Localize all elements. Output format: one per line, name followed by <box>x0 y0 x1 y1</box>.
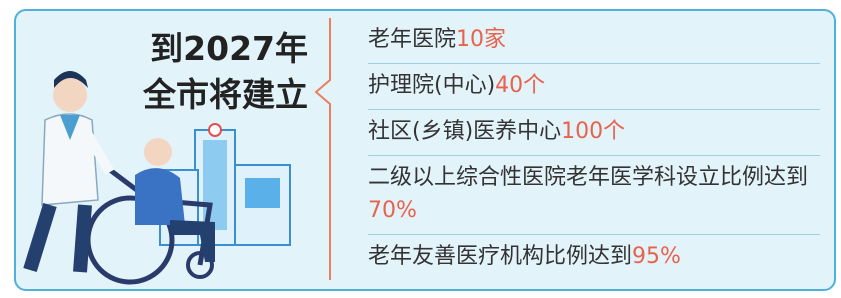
item-text: 老年友善医疗机构比例达到 <box>368 244 632 269</box>
item: 老年友善医疗机构比例达到95% <box>368 235 820 280</box>
item-highlight: 95% <box>632 244 681 269</box>
divider <box>316 18 330 280</box>
page: 到2027年 全市将建立 老年医院10家护理院(中心)40个社区(乡镇)医养中心… <box>0 0 841 298</box>
item-highlight: 70% <box>368 198 417 223</box>
doctor-legs <box>30 205 85 272</box>
item-text: 护理院(中心) <box>368 73 495 98</box>
window <box>245 178 280 208</box>
item-text: 社区(乡镇)医养中心 <box>368 119 561 144</box>
item-highlight: 100个 <box>561 119 625 144</box>
title-line: 全市将建立 <box>118 72 308 118</box>
title-line: 到2027年 <box>118 26 308 72</box>
title: 到2027年 全市将建立 <box>118 26 308 118</box>
item-highlight: 10家 <box>456 27 506 52</box>
item-highlight: 40个 <box>495 73 545 98</box>
patient-body <box>135 168 185 225</box>
cross <box>209 124 221 136</box>
item-list: 老年医院10家护理院(中心)40个社区(乡镇)医养中心100个二级以上综合性医院… <box>368 18 820 280</box>
item: 社区(乡镇)医养中心100个 <box>368 110 820 156</box>
item-text: 老年医院 <box>368 27 456 52</box>
item-text: 二级以上综合性医院老年医学科设立比例达到 <box>368 165 808 190</box>
item: 老年医院10家 <box>368 18 820 64</box>
patient-head <box>144 138 172 166</box>
item: 二级以上综合性医院老年医学科设立比例达到 70% <box>368 156 820 235</box>
item: 护理院(中心)40个 <box>368 64 820 110</box>
